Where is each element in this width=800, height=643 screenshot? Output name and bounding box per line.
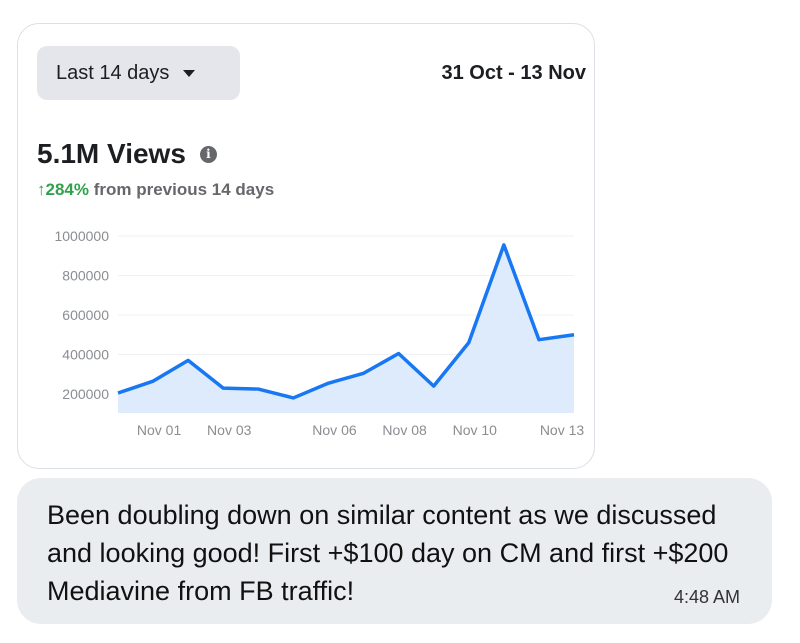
message-text: Been doubling down on similar content as… — [47, 500, 729, 606]
y-tick-label: 400000 — [62, 347, 109, 363]
date-range-dropdown[interactable]: Last 14 days — [37, 46, 240, 100]
x-tick-label: Nov 01 — [137, 422, 182, 438]
x-tick-label: Nov 13 — [540, 422, 585, 438]
views-insights-card: Last 14 days 31 Oct - 13 Nov 5.1M Views … — [17, 23, 595, 469]
change-text: from previous 14 days — [88, 180, 275, 199]
up-arrow-icon: ↑ — [37, 180, 46, 199]
x-tick-label: Nov 03 — [207, 422, 252, 438]
date-range-label: Last 14 days — [56, 61, 170, 84]
y-tick-label: 1000000 — [54, 228, 109, 244]
views-title: 5.1M Views i — [37, 138, 217, 170]
views-total: 5.1M Views — [37, 138, 186, 169]
x-tick-label: Nov 08 — [382, 422, 427, 438]
date-range-text: 31 Oct - 13 Nov — [441, 62, 586, 84]
chat-message-bubble: Been doubling down on similar content as… — [17, 478, 772, 624]
message-timestamp: 4:48 AM — [673, 587, 740, 607]
x-tick-label: Nov 10 — [453, 422, 498, 438]
y-tick-label: 600000 — [62, 307, 109, 323]
change-indicator: ↑284% from previous 14 days — [37, 180, 274, 200]
y-tick-label: 800000 — [62, 268, 109, 284]
area-fill — [118, 244, 574, 413]
info-icon[interactable]: i — [199, 145, 217, 163]
series-line — [117, 243, 575, 400]
y-tick-label: 200000 — [62, 386, 109, 402]
x-tick-label: Nov 06 — [312, 422, 357, 438]
change-percent: 284% — [45, 180, 89, 199]
views-line-chart: 1000000 800000 600000 400000 200000 Nov 01 Nov… — [54, 228, 585, 438]
caret-down-icon — [183, 69, 196, 77]
